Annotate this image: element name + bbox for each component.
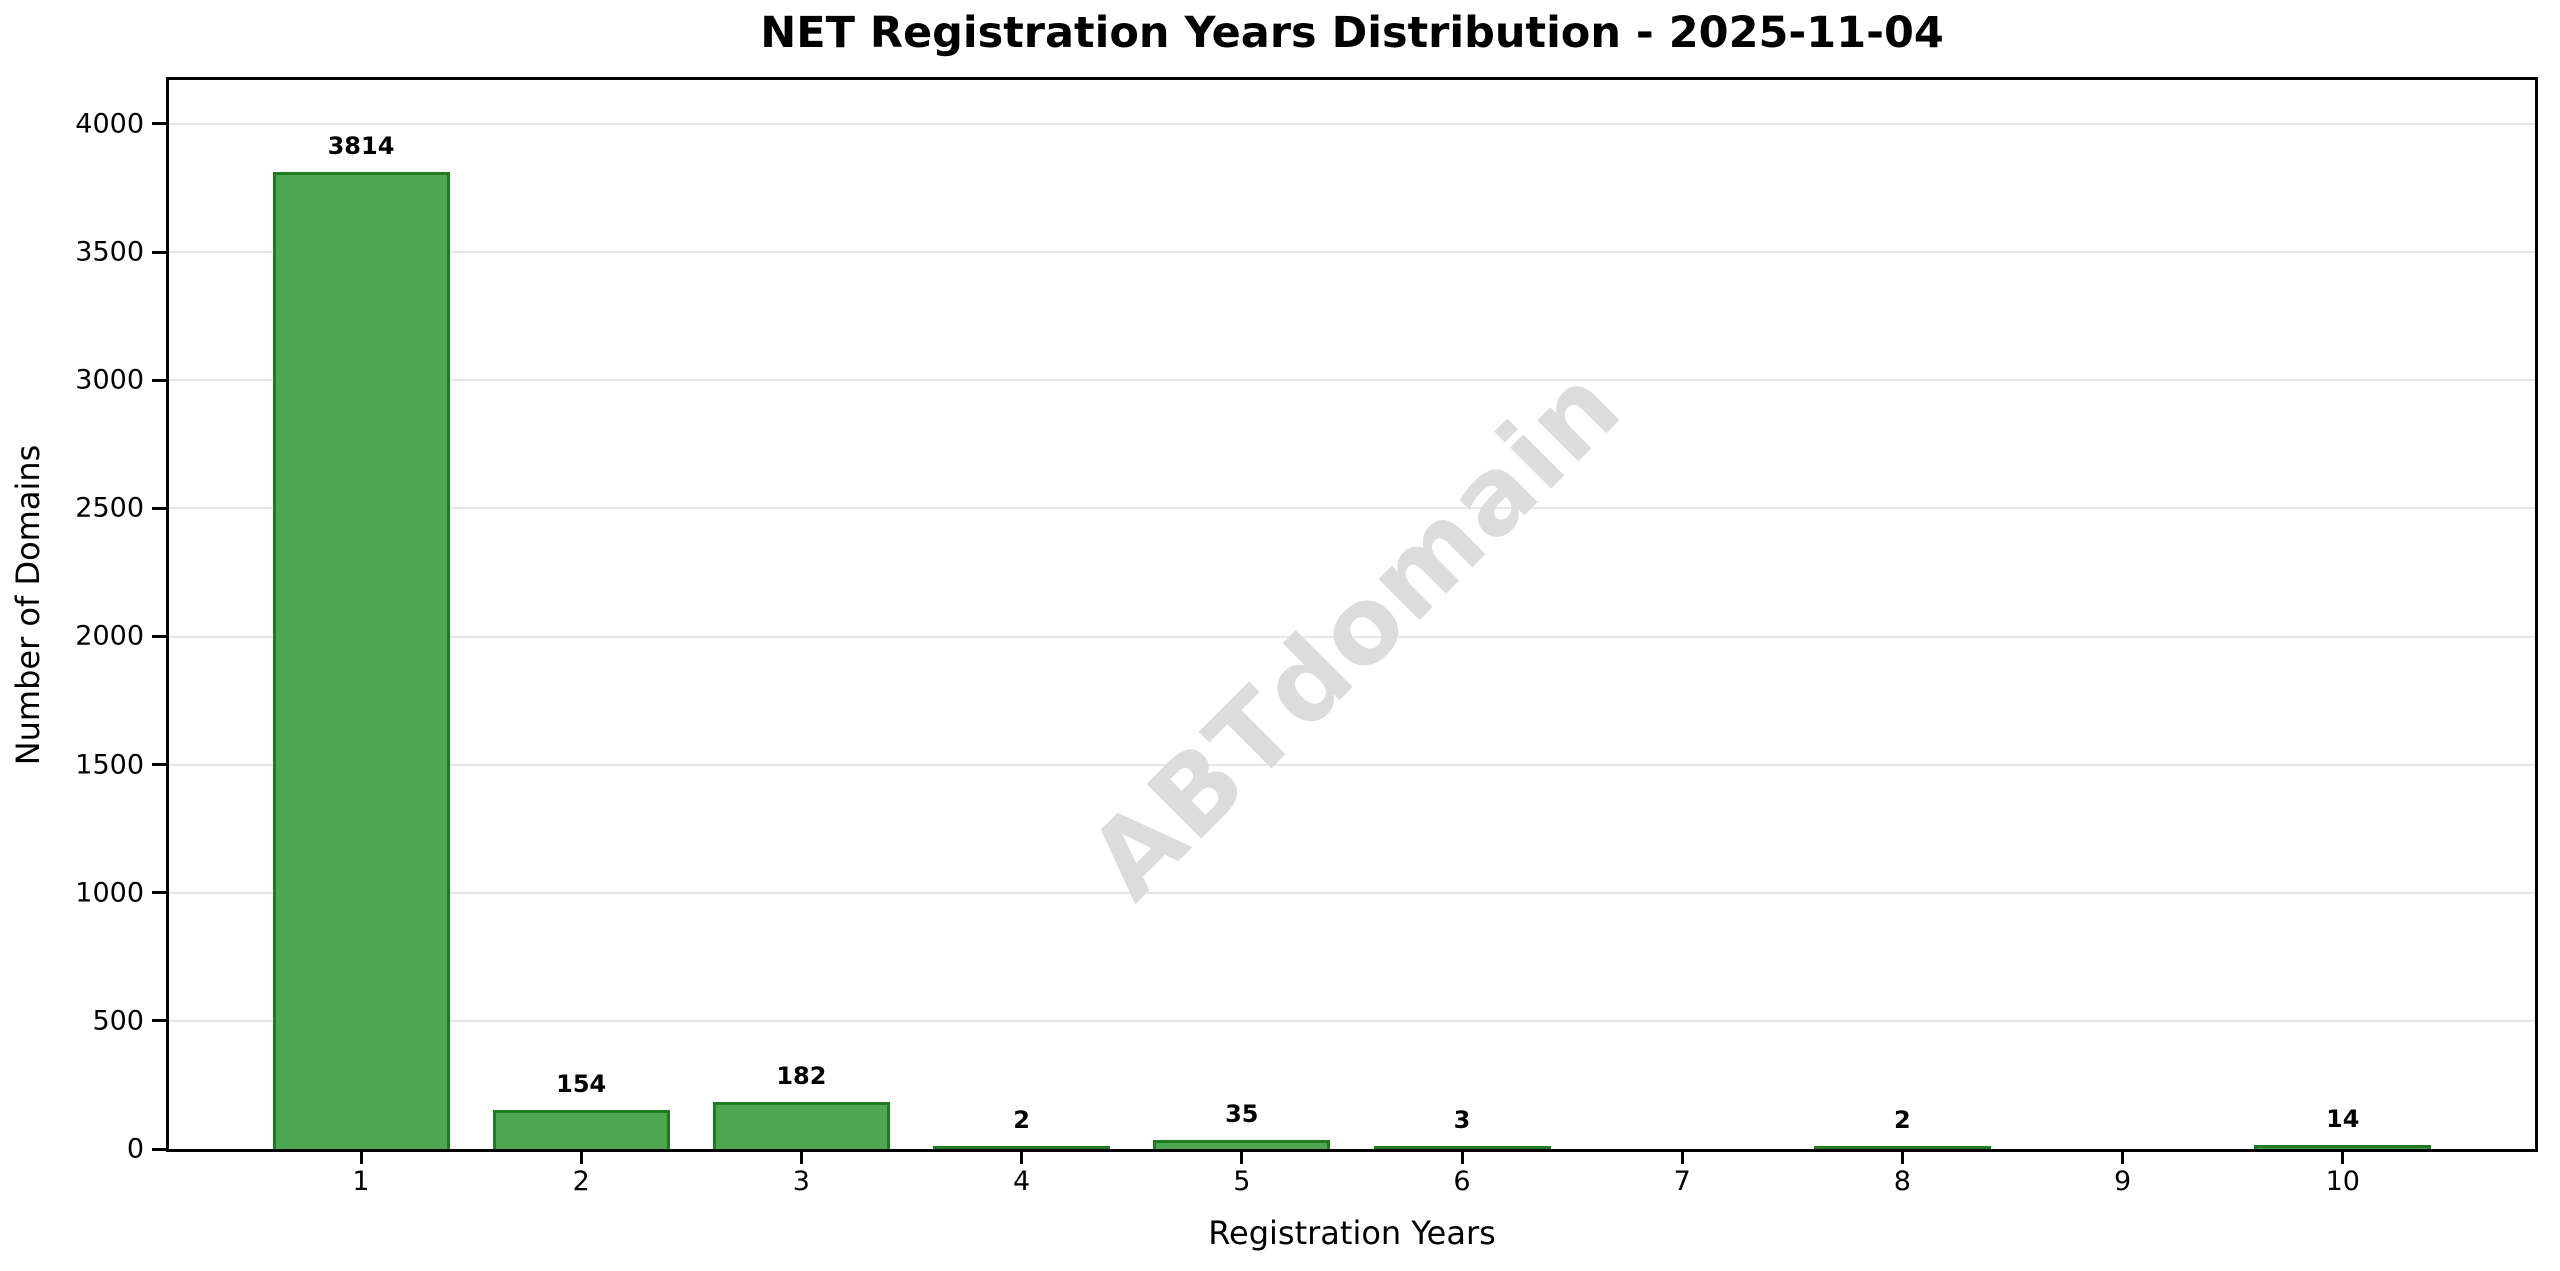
x-axis-title: Registration Years — [1208, 1214, 1496, 1252]
x-tick-mark — [1680, 1152, 1684, 1164]
bar — [1813, 1145, 1991, 1149]
y-tick-label: 1000 — [75, 877, 144, 909]
bar — [1153, 1140, 1331, 1149]
y-tick-label: 3500 — [75, 236, 144, 268]
x-tick-label: 5 — [1233, 1166, 1251, 1197]
x-tick-mark — [1460, 1152, 1464, 1164]
y-tick-label: 2000 — [75, 620, 144, 652]
chart-title: NET Registration Years Distribution - 20… — [760, 8, 1944, 58]
bar — [712, 1102, 890, 1149]
x-tick-mark — [1900, 1152, 1904, 1164]
x-tick-label: 9 — [2114, 1166, 2132, 1197]
bar-value-label: 3814 — [327, 131, 395, 160]
x-tick-label: 10 — [2325, 1166, 2360, 1197]
x-tick-mark — [2341, 1152, 2345, 1164]
gridline — [169, 891, 2535, 894]
gridline — [169, 507, 2535, 510]
bar — [933, 1145, 1111, 1149]
y-tick-mark — [152, 634, 166, 638]
bar — [272, 171, 450, 1149]
x-tick-label: 2 — [572, 1166, 590, 1197]
gridline — [169, 635, 2535, 638]
y-tick-mark — [152, 1147, 166, 1151]
bar-value-label: 35 — [1225, 1100, 1259, 1129]
bar-value-label: 14 — [2326, 1105, 2360, 1134]
bar-value-label: 182 — [776, 1062, 827, 1091]
y-tick-label: 2500 — [75, 492, 144, 524]
y-tick-mark — [152, 250, 166, 254]
bar — [1373, 1145, 1551, 1149]
gridline — [169, 763, 2535, 766]
x-tick-mark — [359, 1152, 363, 1164]
watermark-text: ABTdomain — [1065, 343, 1645, 923]
y-axis-title: Number of Domains — [9, 444, 47, 766]
y-tick-mark — [152, 763, 166, 767]
y-tick-label: 3000 — [75, 364, 144, 396]
y-tick-mark — [152, 891, 166, 895]
x-tick-mark — [2121, 1152, 2125, 1164]
x-tick-label: 8 — [1893, 1166, 1911, 1197]
bar-value-label: 154 — [556, 1069, 607, 1098]
y-tick-label: 1500 — [75, 749, 144, 781]
y-tick-label: 0 — [126, 1133, 144, 1165]
x-tick-label: 4 — [1013, 1166, 1031, 1197]
x-tick-label: 7 — [1673, 1166, 1691, 1197]
bar-value-label: 2 — [1013, 1105, 1030, 1134]
x-tick-mark — [579, 1152, 583, 1164]
x-tick-label: 1 — [352, 1166, 370, 1197]
x-tick-label: 6 — [1453, 1166, 1471, 1197]
bar — [492, 1109, 670, 1149]
y-tick-label: 500 — [92, 1005, 144, 1037]
plot-area: ABTdomain 3814 154 182 2 35 3 2 14 — [166, 77, 2538, 1152]
bar — [2254, 1145, 2432, 1149]
gridline — [169, 251, 2535, 254]
bar-value-label: 2 — [1894, 1105, 1911, 1134]
gridline — [169, 1019, 2535, 1022]
gridline — [169, 122, 2535, 125]
y-tick-mark — [152, 506, 166, 510]
gridline — [169, 379, 2535, 382]
y-tick-label: 4000 — [75, 108, 144, 140]
x-tick-mark — [799, 1152, 803, 1164]
y-tick-mark — [152, 1019, 166, 1023]
bar-value-label: 3 — [1453, 1105, 1471, 1134]
y-tick-mark — [152, 122, 166, 126]
x-tick-mark — [1020, 1152, 1024, 1164]
x-tick-mark — [1240, 1152, 1244, 1164]
y-tick-mark — [152, 378, 166, 382]
x-tick-label: 3 — [792, 1166, 810, 1197]
